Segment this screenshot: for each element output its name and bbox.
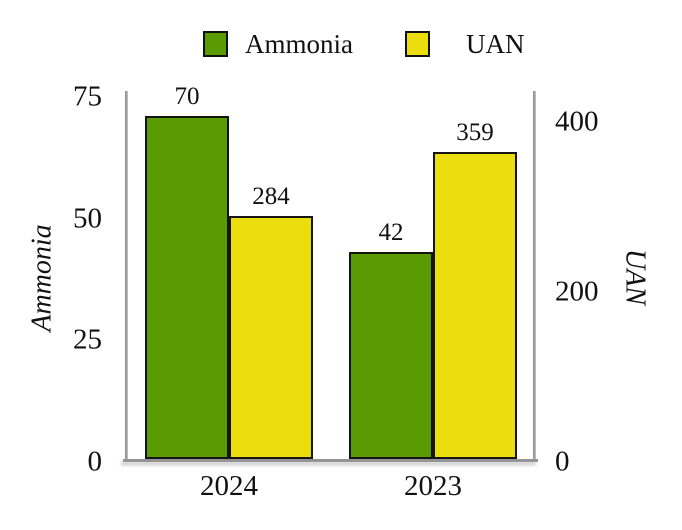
left-y-tick-label: 25 bbox=[73, 323, 102, 356]
bar-uan-2023 bbox=[433, 152, 517, 459]
left-axis-ticks: 0 25 50 75 bbox=[0, 0, 102, 530]
x-category-label-2024: 2024 bbox=[200, 470, 258, 502]
bar-ammonia-2024 bbox=[145, 116, 229, 459]
right-axis-title: UAN bbox=[619, 249, 651, 305]
right-axis-line bbox=[533, 91, 536, 462]
left-y-tick-label: 0 bbox=[87, 445, 103, 478]
legend-label-uan: UAN bbox=[466, 29, 525, 59]
bar-value-label-ammonia-2023: 42 bbox=[378, 219, 404, 246]
plot-area: 70 284 42 359 bbox=[123, 84, 538, 462]
bar-uan-2024 bbox=[229, 216, 313, 459]
left-axis-title: Ammonia bbox=[26, 224, 58, 332]
bar-ammonia-2023 bbox=[349, 252, 433, 459]
legend-item-uan: UAN bbox=[405, 30, 525, 58]
right-axis-ticks: 0 200 400 bbox=[555, 0, 665, 530]
bar-value-label-uan-2024: 284 bbox=[252, 183, 290, 210]
left-y-tick-label: 75 bbox=[73, 80, 102, 113]
x-axis-line bbox=[123, 459, 538, 462]
x-category-label-2023: 2023 bbox=[404, 470, 462, 502]
legend-swatch-ammonia bbox=[203, 31, 228, 57]
left-axis-line bbox=[125, 91, 128, 462]
right-y-tick-label: 0 bbox=[555, 445, 570, 478]
bar-value-label-ammonia-2024: 70 bbox=[174, 83, 200, 110]
legend-item-ammonia: Ammonia bbox=[203, 30, 353, 58]
bar-value-label-uan-2023: 359 bbox=[456, 119, 494, 146]
right-y-tick-label: 200 bbox=[555, 275, 599, 308]
left-y-tick-label: 50 bbox=[73, 201, 102, 234]
right-y-tick-label: 400 bbox=[555, 105, 599, 138]
legend-swatch-uan bbox=[405, 31, 430, 57]
legend-label-ammonia: Ammonia bbox=[245, 29, 353, 59]
